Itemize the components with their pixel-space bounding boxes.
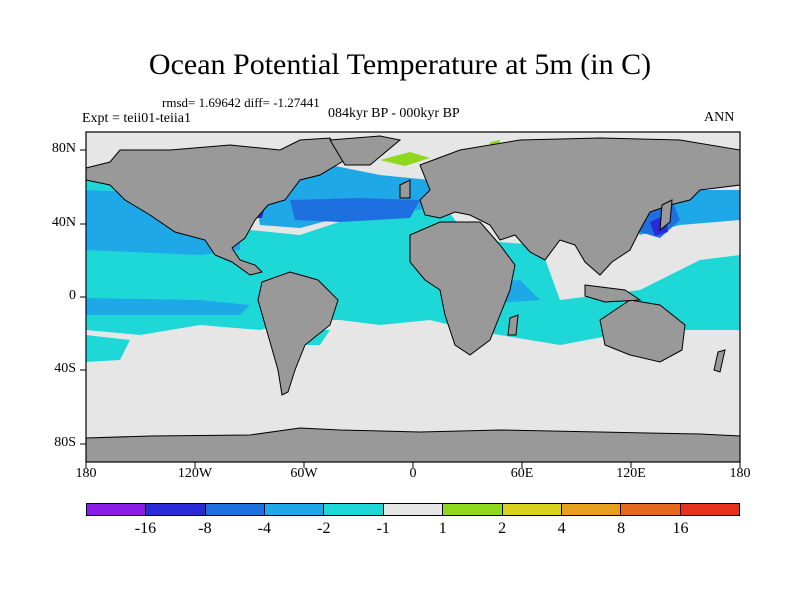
- land-masses: [85, 135, 741, 463]
- experiment-label: Expt = teii01-teiia1: [82, 111, 191, 126]
- stats-text: rmsd= 1.69642 diff= -1.27441: [162, 95, 320, 110]
- lon-label-120w: 120W: [177, 466, 213, 481]
- colorbar-cell-9: [621, 504, 681, 515]
- lon-label-60e: 60E: [510, 466, 534, 481]
- colorbar-cell-2: [205, 504, 266, 515]
- lat-label-80s: 80S: [54, 435, 76, 450]
- land-north-america: [85, 137, 346, 276]
- lon-label-180w: 180: [75, 466, 97, 481]
- land-new-zealand: [713, 349, 726, 373]
- colorbar-label-3: -2: [317, 520, 331, 537]
- land-madagascar: [507, 314, 519, 336]
- colorbar-label-6: 2: [498, 520, 507, 537]
- lat-label-40n: 40N: [51, 215, 76, 230]
- colorbar-label-2: -4: [257, 520, 272, 537]
- colorbar-label-5: 1: [438, 520, 447, 537]
- lon-label-180e: 180: [729, 466, 751, 481]
- colorbar-label-9: 16: [672, 520, 689, 537]
- colorbar-cell-4: [324, 504, 384, 515]
- colorbar-cell-10: [680, 504, 739, 515]
- lat-label-40s: 40S: [54, 361, 76, 376]
- land-indonesia: [584, 284, 642, 303]
- period-label: 084kyr BP - 000kyr BP: [328, 106, 460, 121]
- land-eurasia: [419, 137, 741, 276]
- colorbar: [86, 503, 740, 516]
- land-japan: [659, 199, 673, 232]
- colorbar-label-7: 4: [557, 520, 566, 537]
- chart-title: Ocean Potential Temperature at 5m (in C): [148, 48, 652, 81]
- lon-label-0: 0: [409, 466, 417, 481]
- land-uk: [399, 179, 411, 199]
- lat-label-80n: 80N: [51, 141, 76, 156]
- colorbar-label-1: -8: [198, 520, 212, 537]
- land-south-america: [257, 271, 339, 396]
- lon-label-120e: 120E: [616, 466, 646, 481]
- colorbar-cell-8: [561, 504, 622, 515]
- colorbar-cell-7: [502, 504, 562, 515]
- axis-ticks: [80, 149, 741, 468]
- land-greenland: [329, 135, 402, 166]
- colorbar-label-8: 8: [617, 520, 626, 537]
- colorbar-cell-3: [265, 504, 325, 515]
- season-label: ANN: [704, 110, 735, 125]
- colorbar-cell-0: [87, 504, 147, 515]
- map-plot-area: [80, 131, 741, 468]
- colorbar-label-0: -16: [134, 520, 157, 537]
- lon-label-60w: 60W: [290, 466, 318, 481]
- lat-label-0: 0: [69, 288, 76, 303]
- land-africa: [409, 221, 516, 356]
- colorbar-cell-5: [383, 504, 444, 515]
- colorbar-cell-6: [443, 504, 503, 515]
- land-australia: [599, 299, 686, 363]
- colorbar-cell-1: [146, 504, 206, 515]
- colorbar-label-4: -1: [376, 520, 390, 537]
